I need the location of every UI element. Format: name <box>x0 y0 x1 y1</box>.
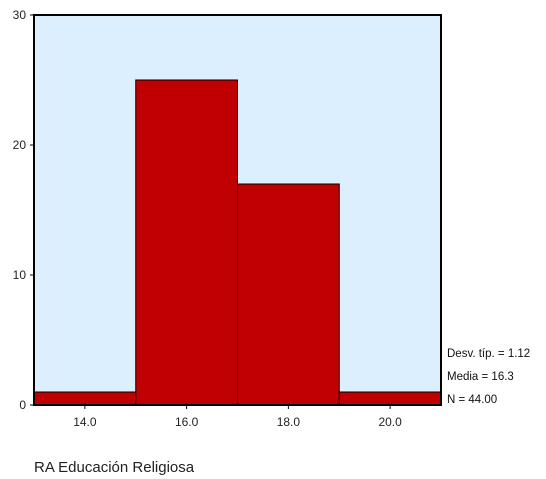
y-tick-label: 0 <box>19 398 26 412</box>
x-tick-label: 14.0 <box>73 415 97 429</box>
histogram-bar-18.0 <box>237 183 340 406</box>
x-tick-label: 20.0 <box>378 415 402 429</box>
histogram-bar-16.0 <box>135 79 238 406</box>
x-tick-label: 18.0 <box>277 415 301 429</box>
y-tick-label: 10 <box>13 268 27 282</box>
histogram-bar-14.0 <box>33 391 137 406</box>
histogram-bar-20.0 <box>338 391 442 406</box>
mean-label: Media = 16.3 <box>447 371 514 383</box>
y-tick-label: 30 <box>13 8 27 22</box>
n-label: N = 44.00 <box>447 394 497 406</box>
y-axis: 0 10 20 30 <box>13 8 34 412</box>
x-tick-label: 16.0 <box>175 415 199 429</box>
stats-box: Desv. típ. = 1.12 Media = 16.3 N = 44.00 <box>447 348 530 406</box>
x-axis-title: RA Educación Religiosa <box>34 459 195 476</box>
x-axis: 14.0 16.0 18.0 20.0 <box>73 405 402 429</box>
y-tick-label: 20 <box>13 138 27 152</box>
plot-frame <box>33 14 442 406</box>
std-dev-label: Desv. típ. = 1.12 <box>447 348 530 360</box>
bars-group <box>33 79 442 406</box>
